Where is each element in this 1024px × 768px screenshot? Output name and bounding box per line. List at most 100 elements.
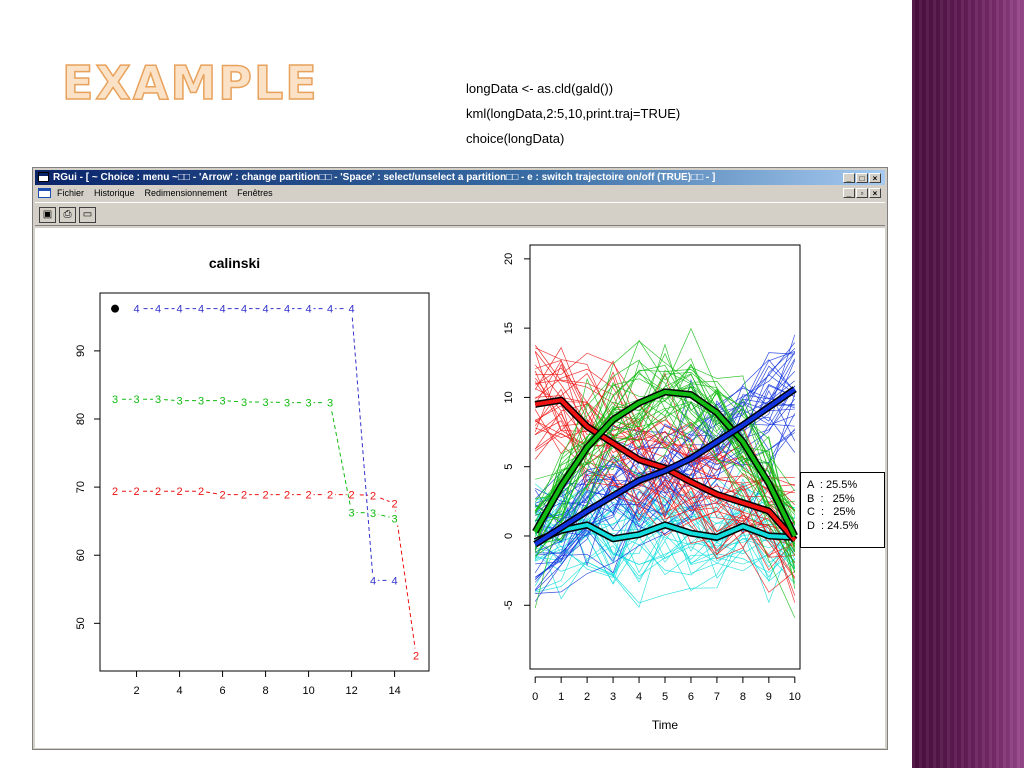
point-label-background [282, 487, 293, 502]
x-tick-label: 2 [133, 685, 139, 697]
trajectory-C [534, 401, 795, 547]
doc-minimize-button[interactable]: _ [843, 188, 855, 198]
point-label-background [153, 484, 164, 499]
point-label-background [282, 301, 293, 316]
point-label-background [217, 487, 228, 502]
document-window-icon[interactable] [38, 188, 51, 198]
point-label-background [174, 484, 185, 499]
y-tick-label: 15 [503, 322, 515, 334]
y-tick-label: 80 [75, 413, 87, 425]
trajectory-A [534, 422, 796, 556]
printer-icon[interactable]: ⎙ [59, 207, 76, 223]
point-label-background [196, 301, 207, 316]
y-tick-label: 0 [503, 533, 515, 539]
point-label-background [239, 301, 250, 316]
trajectory-C [534, 385, 795, 592]
trajectory-D [535, 510, 796, 582]
x-tick-label: 6 [688, 691, 694, 703]
point-label-4: 4 [263, 304, 269, 316]
minimize-button[interactable]: _ [843, 173, 855, 183]
trajectory-B [534, 360, 796, 511]
trajectory-A [535, 405, 795, 541]
point-label-2: 2 [327, 490, 333, 502]
x-tick-label: 8 [740, 691, 746, 703]
menu-fenetres[interactable]: Fenêtres [237, 188, 273, 198]
x-tick-label: 7 [714, 691, 720, 703]
code-line: longData <- as.cld(gald()) [466, 81, 614, 96]
point-label-background [217, 301, 228, 316]
mean-line-D [534, 522, 795, 544]
slide-title: EXAMPLE [61, 55, 319, 111]
point-label-3: 3 [176, 396, 182, 408]
point-label-background [217, 393, 228, 408]
window-icon[interactable]: ▭ [79, 207, 96, 223]
point-label-2: 2 [198, 486, 204, 498]
point-label-background [325, 395, 336, 410]
point-label-background [239, 394, 250, 409]
point-label-2: 2 [241, 490, 247, 502]
point-label-2: 2 [176, 486, 182, 498]
window-titlebar[interactable]: RGui - [ ~ Choice : menu ~□□ - 'Arrow' :… [35, 170, 885, 185]
point-label-3: 3 [306, 398, 312, 410]
point-label-2: 2 [413, 650, 419, 662]
point-label-3: 3 [112, 394, 118, 406]
point-label-3: 3 [284, 398, 290, 410]
x-tick-label: 4 [176, 685, 182, 697]
point-label-3: 3 [133, 394, 139, 406]
point-label-3: 3 [349, 507, 355, 519]
x-tick-label: 6 [220, 685, 226, 697]
point-label-4: 4 [176, 304, 182, 316]
doc-restore-button[interactable]: ▫ [856, 188, 868, 198]
point-label-background [153, 301, 164, 316]
point-label-background [368, 505, 379, 520]
trajectory-A [534, 429, 796, 579]
point-label-2: 2 [263, 490, 269, 502]
point-label-background [260, 394, 271, 409]
menu-historique[interactable]: Historique [94, 188, 135, 198]
point-label-background [389, 496, 400, 511]
point-label-2: 2 [392, 498, 398, 510]
x-tick-label: 14 [388, 685, 400, 697]
trajectory-chart: 0 1 2 3 4 5 6 7 8 9 10 -5 0 5 10 15 20 Time [503, 244, 801, 732]
camera-icon[interactable]: ▣ [39, 207, 56, 223]
toolbar: ▣ ⎙ ▭ [35, 202, 885, 226]
point-label-background [346, 301, 357, 316]
y-tick-label: 90 [75, 345, 87, 357]
point-label-background [260, 487, 271, 502]
x-tick-label: 12 [345, 685, 357, 697]
x-tick-label: 8 [263, 685, 269, 697]
chart-title: calinski [209, 255, 260, 271]
point-label-background [389, 573, 400, 588]
point-label-2: 2 [284, 490, 290, 502]
trajectory-C [535, 371, 796, 508]
calinski-chart: calinski 2 4 6 8 10 12 14 50 60 70 80 90 2 2 2 2 2 2 2 2 2 2 2 2… [75, 255, 430, 697]
trajectory-A [535, 373, 796, 506]
point-label-background [131, 392, 142, 407]
x-tick-label: 2 [584, 691, 590, 703]
point-label-2: 2 [306, 490, 312, 502]
menu-redimensionnement[interactable]: Redimensionnement [144, 188, 228, 198]
close-button[interactable]: × [869, 173, 881, 183]
code-line: choice(longData) [466, 131, 565, 146]
trajectory-B [534, 401, 796, 618]
point-label-4: 4 [306, 304, 312, 316]
point-label-3: 3 [370, 508, 376, 520]
x-tick-label: 4 [636, 691, 642, 703]
point-label-background [153, 392, 164, 407]
trajectory-B [534, 343, 796, 553]
trajectory-B [534, 409, 796, 563]
point-label-background [174, 393, 185, 408]
legend-entry-b: B : 25% [807, 492, 855, 505]
trajectory-B [534, 369, 796, 589]
rgui-window: RGui - [ ~ Choice : menu ~□□ - 'Arrow' :… [32, 167, 888, 750]
series-line-4 [136, 308, 395, 581]
doc-close-button[interactable]: × [869, 188, 881, 198]
point-label-background [196, 484, 207, 499]
maximize-button[interactable]: □ [856, 173, 868, 183]
trajectory-C [535, 342, 796, 522]
x-tick-label: 3 [610, 691, 616, 703]
point-label-4: 4 [220, 304, 226, 316]
menu-fichier[interactable]: Fichier [57, 188, 85, 198]
trajectory-D [535, 529, 796, 604]
point-label-background [368, 488, 379, 503]
